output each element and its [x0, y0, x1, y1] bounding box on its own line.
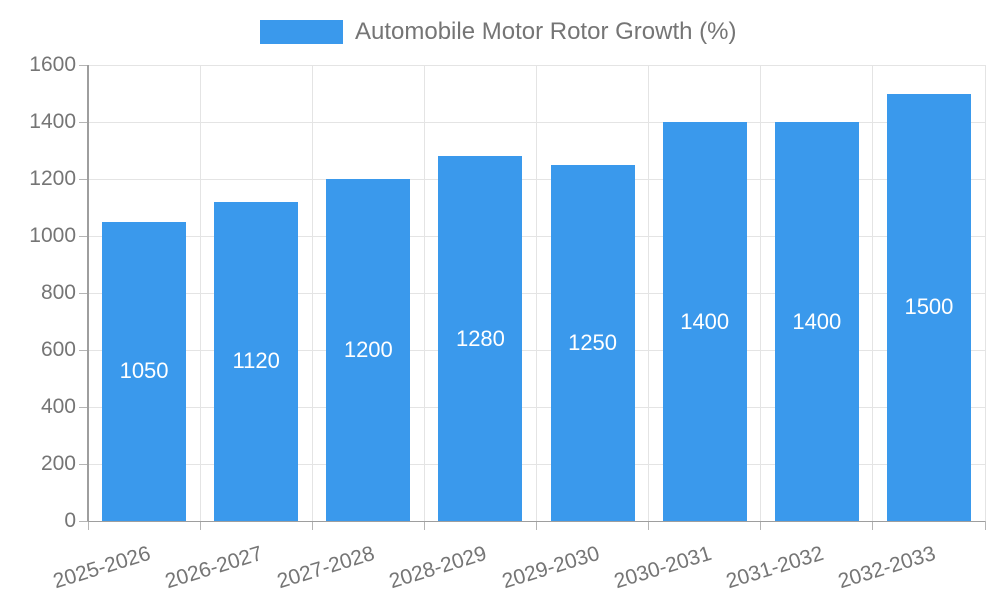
y-axis-tick [79, 178, 88, 180]
y-axis-tick [79, 463, 88, 465]
y-axis-tick-label: 200 [40, 452, 76, 475]
bar[interactable] [774, 122, 859, 521]
y-axis-tick-label: 800 [40, 281, 76, 304]
bar-value-label: 1120 [232, 348, 280, 374]
y-axis-tick-label: 1400 [29, 110, 76, 133]
bar-value-label: 1500 [904, 294, 954, 320]
legend-item[interactable]: Automobile Motor Rotor Growth (%) [260, 18, 736, 46]
bar-value-label: 1280 [455, 325, 505, 351]
bar[interactable] [550, 164, 635, 521]
y-axis-tick [79, 520, 88, 522]
y-axis-tick-label: 600 [40, 338, 76, 361]
y-axis-tick-label: 1200 [29, 167, 76, 190]
x-grid-line [760, 65, 762, 521]
y-axis-tick [79, 121, 88, 123]
x-axis-tick [423, 521, 425, 530]
legend-swatch [260, 20, 343, 44]
y-axis-tick [79, 406, 88, 408]
x-axis-line [88, 520, 985, 522]
x-axis-tick [87, 521, 89, 530]
bar[interactable] [662, 122, 747, 521]
y-axis-line [87, 65, 89, 521]
y-axis-tick [79, 64, 88, 66]
x-grid-line [872, 65, 874, 521]
bar-value-label: 1250 [568, 329, 618, 355]
y-axis-tick [79, 349, 88, 351]
x-axis-tick [536, 521, 537, 530]
bar[interactable] [326, 179, 411, 521]
bar-value-label: 1200 [343, 337, 393, 362]
x-grid-line [423, 65, 425, 521]
y-axis-tick [79, 292, 88, 294]
y-axis-tick-label: 1600 [29, 53, 76, 76]
bar[interactable] [886, 93, 971, 521]
x-axis-tick [199, 521, 201, 530]
bar[interactable] [438, 156, 523, 521]
bar[interactable] [102, 221, 187, 521]
x-axis-tick [872, 521, 874, 530]
x-axis-tick [760, 521, 762, 530]
bar[interactable] [214, 201, 299, 521]
bar-value-label: 1400 [792, 308, 842, 334]
x-grid-line [648, 65, 650, 521]
y-axis-tick-label: 1000 [29, 224, 76, 247]
y-axis-tick [79, 235, 88, 237]
bar-value-label: 1400 [680, 308, 730, 334]
bar-value-label: 1050 [119, 358, 169, 384]
y-axis-tick-label: 400 [40, 395, 76, 418]
x-grid-line [311, 65, 313, 521]
x-grid-line [536, 65, 537, 521]
x-grid-line [984, 65, 986, 521]
x-axis-tick [984, 521, 986, 530]
legend-label: Automobile Motor Rotor Growth (%) [355, 18, 737, 45]
y-axis-tick-label: 0 [64, 509, 76, 532]
x-grid-line [199, 65, 201, 521]
x-axis-tick [648, 521, 650, 530]
x-axis-tick [311, 521, 313, 530]
